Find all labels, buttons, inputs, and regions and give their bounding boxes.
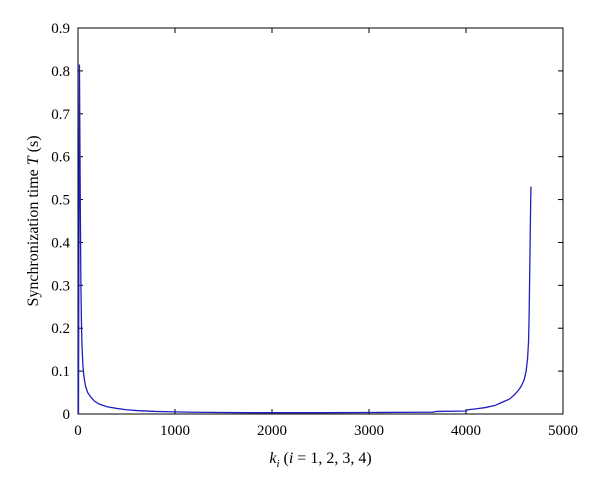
axis-ticks	[77, 27, 564, 415]
y-tick-label: 0.8	[51, 64, 70, 80]
y-tick-label: 0.1	[51, 364, 70, 380]
y-tick-labels: 0 0.1 0.2 0.3 0.4 0.5 0.6 0.7 0.8 0.9	[51, 21, 70, 423]
y-tick-label: 0.7	[51, 107, 70, 123]
x-tick-label: 4000	[451, 423, 481, 439]
x-tick-label: 1000	[160, 423, 190, 439]
x-axis-label: ki (i = 1, 2, 3, 4)	[269, 450, 371, 470]
x-tick-label: 5000	[548, 423, 578, 439]
y-axis-label: Synchronization time T (s)	[25, 135, 42, 306]
x-tick-labels: 0 1000 2000 3000 4000 5000	[74, 423, 578, 439]
plot-area	[77, 27, 564, 415]
y-tick-label: 0.9	[51, 21, 70, 37]
y-tick-label: 0	[63, 407, 71, 423]
series-line	[77, 64, 532, 415]
x-tick-label: 2000	[257, 423, 287, 439]
y-tick-label: 0.3	[51, 278, 70, 294]
y-tick-label: 0.4	[51, 235, 70, 251]
y-tick-label: 0.6	[51, 150, 70, 166]
y-tick-label: 0.2	[51, 321, 70, 337]
y-tick-label: 0.5	[51, 193, 70, 209]
x-tick-label: 0	[74, 423, 82, 439]
x-tick-label: 3000	[354, 423, 384, 439]
